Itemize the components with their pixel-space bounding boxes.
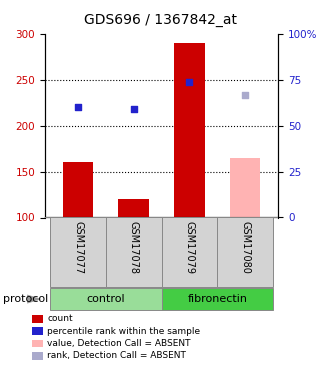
Bar (162, 217, 217, 287)
Point (76, 104, 81, 110)
Bar (174, 43, 205, 218)
Bar (50, 288, 162, 310)
Point (131, 106, 136, 112)
Text: value, Detection Call = ABSENT: value, Detection Call = ABSENT (47, 339, 191, 348)
Bar (118, 199, 149, 217)
Text: rank, Detection Call = ABSENT: rank, Detection Call = ABSENT (47, 351, 186, 360)
Text: protocol: protocol (3, 294, 48, 304)
Text: count: count (47, 314, 73, 323)
Bar (50, 217, 106, 287)
Point (187, 78, 192, 84)
Text: control: control (87, 294, 125, 304)
Text: fibronectin: fibronectin (187, 294, 247, 304)
Bar (63, 162, 93, 218)
Text: GDS696 / 1367842_at: GDS696 / 1367842_at (84, 13, 236, 27)
Bar (106, 217, 162, 287)
Bar (162, 288, 273, 310)
Text: GSM17077: GSM17077 (73, 221, 83, 274)
Text: GSM17078: GSM17078 (129, 221, 139, 274)
Point (243, 92, 248, 98)
Bar (230, 158, 260, 218)
Polygon shape (27, 295, 42, 304)
Bar (217, 217, 273, 287)
Text: GSM17080: GSM17080 (240, 221, 250, 274)
Text: GSM17079: GSM17079 (184, 221, 195, 274)
Text: percentile rank within the sample: percentile rank within the sample (47, 327, 201, 336)
